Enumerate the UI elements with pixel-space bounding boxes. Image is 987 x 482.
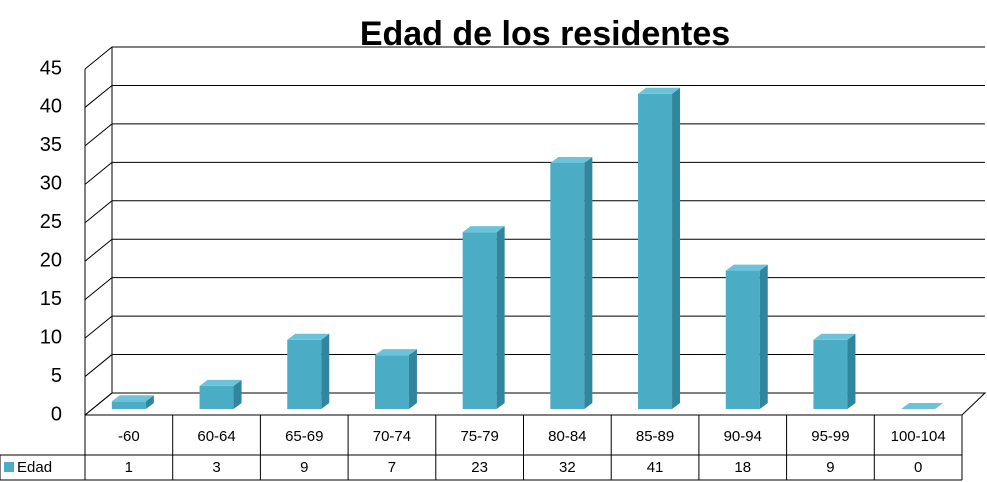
x-tick-label: 65-69 [285, 428, 323, 445]
x-tick-label: 60-64 [197, 428, 235, 445]
x-tick-label: 85-89 [636, 428, 674, 445]
x-tick-label: 100-104 [891, 428, 946, 445]
table-value: 1 [125, 459, 133, 476]
bar-side [672, 87, 681, 409]
bar-top [199, 379, 242, 386]
grid-line [84, 46, 985, 70]
bar-front [462, 232, 497, 409]
bar-side [496, 226, 505, 409]
bar [813, 333, 856, 409]
table-value: 18 [734, 459, 751, 476]
bar [111, 395, 154, 409]
y-tick-label: 15 [40, 288, 62, 310]
bar-top [287, 333, 330, 340]
grid-line [84, 84, 985, 108]
bar-top [111, 395, 154, 402]
bar [550, 156, 593, 409]
x-tick-label: 75-79 [460, 428, 498, 445]
x-tick-label: 80-84 [548, 428, 586, 445]
grid-line [84, 315, 985, 339]
y-tick-label: 25 [40, 211, 62, 233]
x-tick-label: 95-99 [811, 428, 849, 445]
bar-front [199, 385, 234, 409]
bar-side [408, 349, 417, 409]
grid-line [84, 354, 985, 377]
bar-side [321, 333, 330, 409]
x-tick-label: 90-94 [724, 428, 762, 445]
bar-side [584, 156, 593, 409]
legend-key [4, 462, 14, 472]
bar-top [638, 87, 681, 94]
bar [199, 379, 242, 409]
grid-line [84, 277, 985, 301]
table-value: 3 [212, 459, 220, 476]
bar-top [550, 156, 593, 163]
bar [725, 264, 768, 409]
bar-front [725, 270, 760, 409]
legend-label: Edad [17, 459, 52, 476]
bar-front [111, 401, 146, 409]
bar-side [233, 379, 242, 409]
grid-line [84, 200, 985, 224]
x-tick-label: 70-74 [373, 428, 411, 445]
y-tick-label: 45 [40, 57, 62, 79]
grid-line [84, 392, 985, 416]
y-tick-label: 5 [51, 365, 62, 387]
table-value: 23 [471, 459, 488, 476]
bar-side [759, 264, 768, 409]
bar-top [462, 226, 505, 233]
table-value: 9 [826, 459, 834, 476]
bar-top [725, 264, 768, 271]
bar [462, 226, 505, 409]
bar-front [287, 339, 322, 409]
y-tick-label: 20 [40, 250, 62, 272]
y-tick-label: 40 [40, 96, 62, 118]
y-tick-label: 30 [40, 173, 62, 195]
bar [374, 349, 417, 409]
bar [901, 403, 944, 409]
table-value: 0 [914, 459, 922, 476]
bar-side [847, 333, 856, 409]
table-value: 7 [388, 459, 396, 476]
bar-front [638, 93, 673, 409]
grid-line [84, 238, 985, 262]
y-tick-label: 10 [40, 326, 62, 348]
table-value: 32 [559, 459, 576, 476]
table-value: 9 [300, 459, 308, 476]
bar [638, 87, 681, 409]
table-value: 41 [647, 459, 664, 476]
bar-top [374, 349, 417, 356]
bar-top [901, 403, 944, 409]
bar-front [813, 339, 848, 409]
y-tick-label: 0 [51, 403, 62, 425]
bar-side [145, 395, 154, 409]
bar-front [550, 162, 585, 409]
grid-line [84, 123, 985, 147]
grid-line [84, 161, 985, 185]
bar-front [374, 355, 409, 409]
bar [287, 333, 330, 409]
bar-top [813, 333, 856, 340]
y-tick-label: 35 [40, 134, 62, 156]
x-tick-label: -60 [118, 428, 140, 445]
